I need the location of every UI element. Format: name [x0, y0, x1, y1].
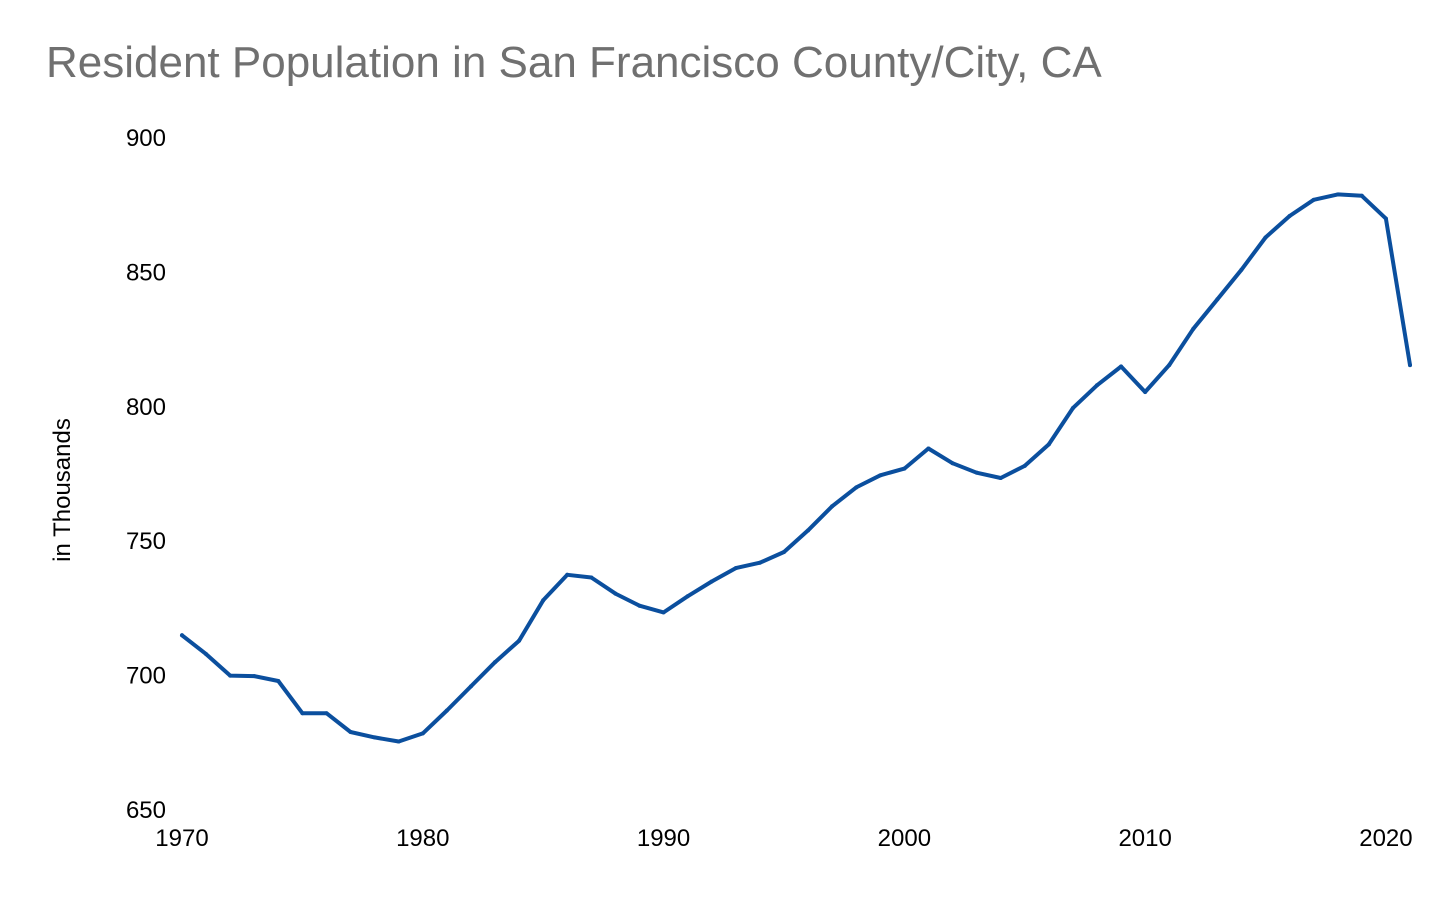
series-group	[180, 192, 1412, 744]
data-point	[444, 708, 449, 713]
data-point	[300, 711, 305, 716]
y-tick-label: 800	[126, 394, 166, 421]
data-point	[252, 674, 257, 679]
y-tick-label: 850	[126, 259, 166, 286]
data-point	[998, 476, 1003, 481]
data-point	[541, 598, 546, 603]
data-point	[468, 684, 473, 689]
data-point	[1359, 193, 1364, 198]
x-tick-label: 2020	[1359, 825, 1412, 852]
data-point	[1311, 197, 1316, 202]
data-point	[228, 673, 233, 678]
data-point	[1167, 363, 1172, 368]
data-point	[1383, 216, 1388, 221]
data-point	[1263, 235, 1268, 240]
data-point	[1046, 442, 1051, 447]
data-point	[493, 660, 498, 665]
data-point	[1094, 383, 1099, 388]
data-point	[1287, 213, 1292, 218]
data-point	[372, 735, 377, 740]
data-point	[420, 731, 425, 736]
y-axis-ticks: 650 700 750 800 850 900	[126, 125, 166, 824]
data-point	[324, 711, 329, 716]
data-point	[806, 528, 811, 533]
data-point	[1143, 390, 1148, 395]
data-point	[1215, 297, 1220, 302]
data-point	[878, 473, 883, 478]
data-point	[685, 594, 690, 599]
data-point	[1119, 364, 1124, 369]
data-point	[950, 461, 955, 466]
data-point	[1335, 192, 1340, 197]
data-point	[589, 575, 594, 580]
data-point	[613, 591, 618, 596]
data-point	[709, 579, 714, 584]
data-point	[565, 572, 570, 577]
data-point	[902, 466, 907, 471]
y-tick-label: 700	[126, 663, 166, 690]
data-point	[348, 730, 353, 735]
data-point	[1239, 267, 1244, 272]
data-point	[204, 652, 209, 657]
data-point	[517, 638, 522, 643]
data-point	[661, 610, 666, 615]
y-axis-label: in Thousands	[49, 418, 76, 562]
y-tick-label: 750	[126, 528, 166, 555]
x-tick-label: 2000	[878, 825, 931, 852]
data-point	[637, 603, 642, 608]
data-point	[830, 504, 835, 509]
data-point	[781, 549, 786, 554]
data-point	[926, 446, 931, 451]
x-tick-label: 2010	[1118, 825, 1171, 852]
x-tick-label: 1980	[396, 825, 449, 852]
data-point	[396, 739, 401, 744]
chart-title: Resident Population in San Francisco Cou…	[46, 38, 1102, 87]
data-point	[1408, 363, 1412, 368]
x-tick-label: 1970	[155, 825, 208, 852]
data-point	[180, 633, 184, 638]
data-point	[854, 485, 859, 490]
series-line	[180, 192, 1412, 744]
data-point	[1191, 326, 1196, 331]
x-axis-ticks: 1970 1980 1990 2000 2010 2020	[155, 825, 1412, 852]
data-point	[1070, 406, 1075, 411]
data-point	[974, 470, 979, 475]
data-point	[1022, 463, 1027, 468]
data-point	[733, 566, 738, 571]
y-tick-label: 650	[126, 797, 166, 824]
data-point	[276, 678, 281, 683]
data-point	[757, 560, 762, 565]
x-tick-label: 1990	[637, 825, 690, 852]
y-tick-label: 900	[126, 125, 166, 152]
